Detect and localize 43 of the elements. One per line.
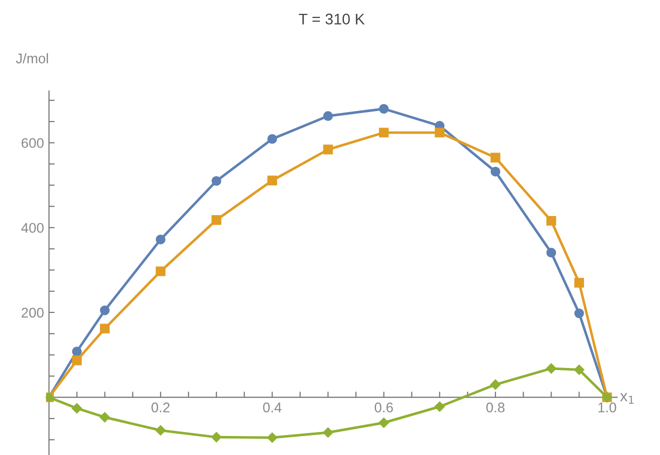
- point: [72, 346, 82, 356]
- x-tick-label: 0.6: [374, 402, 393, 412]
- point: [378, 104, 389, 114]
- point: [72, 403, 82, 414]
- point: [322, 427, 334, 438]
- x-tick-label: 0.2: [151, 402, 170, 412]
- point: [211, 432, 222, 442]
- x-tick-label: 1.0: [598, 402, 616, 412]
- point: [378, 128, 389, 138]
- y-tick-label: 200: [22, 308, 44, 318]
- point: [574, 364, 584, 375]
- point: [546, 248, 556, 258]
- x-tick-label: 0.8: [486, 402, 504, 412]
- point: [100, 324, 110, 334]
- point: [267, 432, 278, 443]
- point: [212, 215, 222, 225]
- point: [490, 152, 500, 162]
- point: [490, 379, 501, 390]
- y-axis-title: J/mol: [16, 53, 48, 64]
- point: [212, 176, 222, 186]
- point: [100, 412, 110, 422]
- point: [546, 216, 556, 226]
- point: [323, 144, 333, 154]
- point: [574, 308, 584, 318]
- y-tick-label: 600: [22, 138, 44, 148]
- point: [434, 402, 445, 412]
- point: [100, 305, 110, 316]
- point: [574, 278, 584, 288]
- point: [434, 128, 444, 138]
- chart-title: T = 310 K: [298, 14, 365, 24]
- x-axis-title: x$_{1}$: [620, 393, 634, 404]
- point: [155, 425, 166, 436]
- point: [546, 363, 556, 374]
- point: [490, 166, 500, 176]
- point: [156, 234, 166, 244]
- point: [323, 111, 333, 121]
- point: [378, 418, 389, 428]
- y-tick-label: 400: [21, 222, 44, 233]
- x-tick-label: 0.4: [263, 402, 282, 412]
- point: [156, 266, 166, 276]
- point: [72, 356, 82, 366]
- point: [267, 134, 278, 144]
- point: [267, 176, 278, 186]
